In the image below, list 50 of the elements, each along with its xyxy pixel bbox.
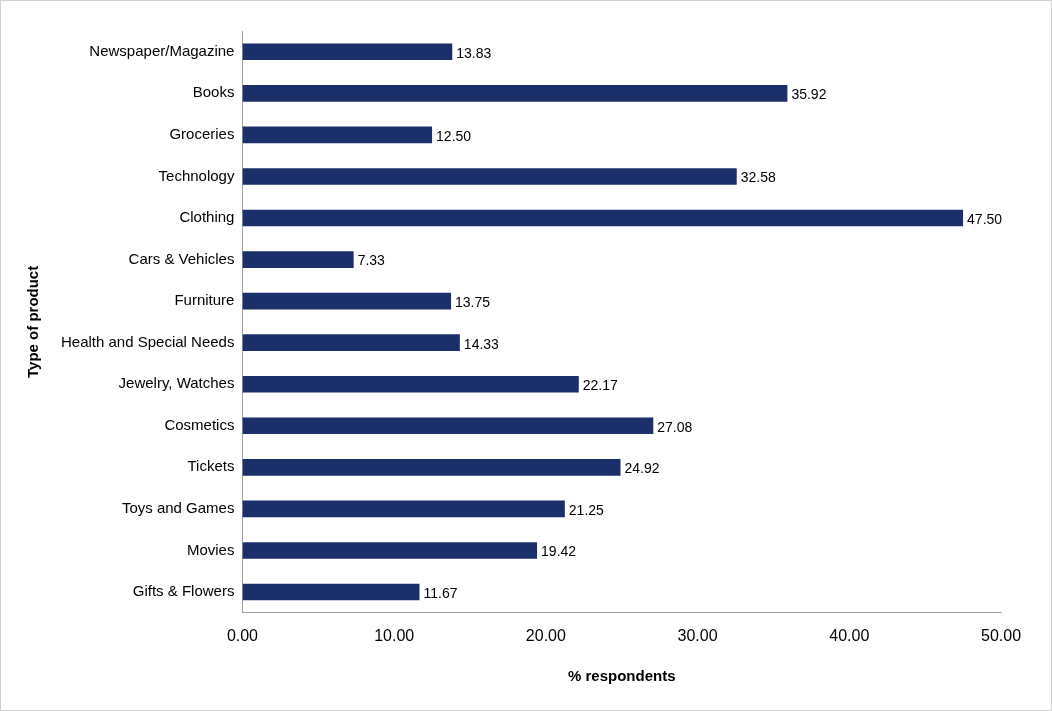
bar: [242, 168, 737, 185]
x-tick-label: 20.00: [525, 626, 566, 644]
data-label: 11.67: [423, 584, 458, 601]
y-tick-label: Cars & Vehicles: [128, 249, 235, 267]
y-tick-label: Furniture: [174, 291, 235, 309]
bar: [242, 43, 453, 61]
bar: [242, 583, 420, 601]
y-axis-title: Type of product: [24, 265, 42, 379]
y-tick-label: Toys and Games: [121, 499, 235, 517]
data-label: 22.17: [582, 377, 619, 394]
bar: [242, 542, 538, 559]
data-label: 32.58: [740, 169, 776, 186]
y-tick-label: Technology: [158, 166, 235, 184]
bar: [242, 292, 452, 310]
x-tick-label: 10.00: [374, 626, 415, 644]
data-label: 13.83: [456, 44, 492, 61]
data-label: 21.25: [568, 501, 605, 518]
data-label: 24.92: [624, 460, 660, 477]
y-tick-label: Newspaper/Magazine: [89, 41, 235, 59]
bar: [242, 375, 579, 393]
data-label: 7.33: [357, 252, 386, 269]
bar: [242, 126, 433, 144]
y-tick-label: Groceries: [169, 125, 235, 143]
bar: [242, 459, 621, 476]
x-tick-label: 40.00: [829, 626, 870, 644]
y-tick-label: Health and Special Needs: [60, 332, 235, 350]
y-tick-label: Movies: [186, 540, 235, 558]
y-tick-label: Cosmetics: [164, 415, 235, 433]
data-label: 27.08: [657, 418, 693, 435]
y-tick-label: Books: [192, 83, 235, 101]
bar: [242, 500, 565, 518]
y-tick-label: Jewelry, Watches: [118, 374, 235, 392]
data-label: 14.33: [463, 335, 500, 352]
y-tick-label: Gifts & Flowers: [132, 582, 235, 600]
x-axis-title: % respondents: [567, 667, 676, 685]
bar: [242, 334, 460, 351]
y-tick-label: Clothing: [179, 208, 235, 226]
bar: [242, 85, 788, 102]
bar: [242, 251, 354, 268]
x-tick-label: 30.00: [677, 626, 718, 644]
x-tick-label: 50.00: [980, 626, 1022, 644]
bar: [242, 417, 654, 435]
x-tick-label: 0.00: [226, 626, 259, 644]
y-tick-label: Tickets: [187, 457, 235, 475]
bar: [242, 209, 964, 227]
data-label: 47.50: [967, 210, 1003, 227]
data-label: 19.42: [541, 543, 577, 560]
data-label: 35.92: [791, 86, 827, 103]
data-label: 12.50: [436, 127, 472, 144]
data-label: 13.75: [455, 293, 491, 310]
